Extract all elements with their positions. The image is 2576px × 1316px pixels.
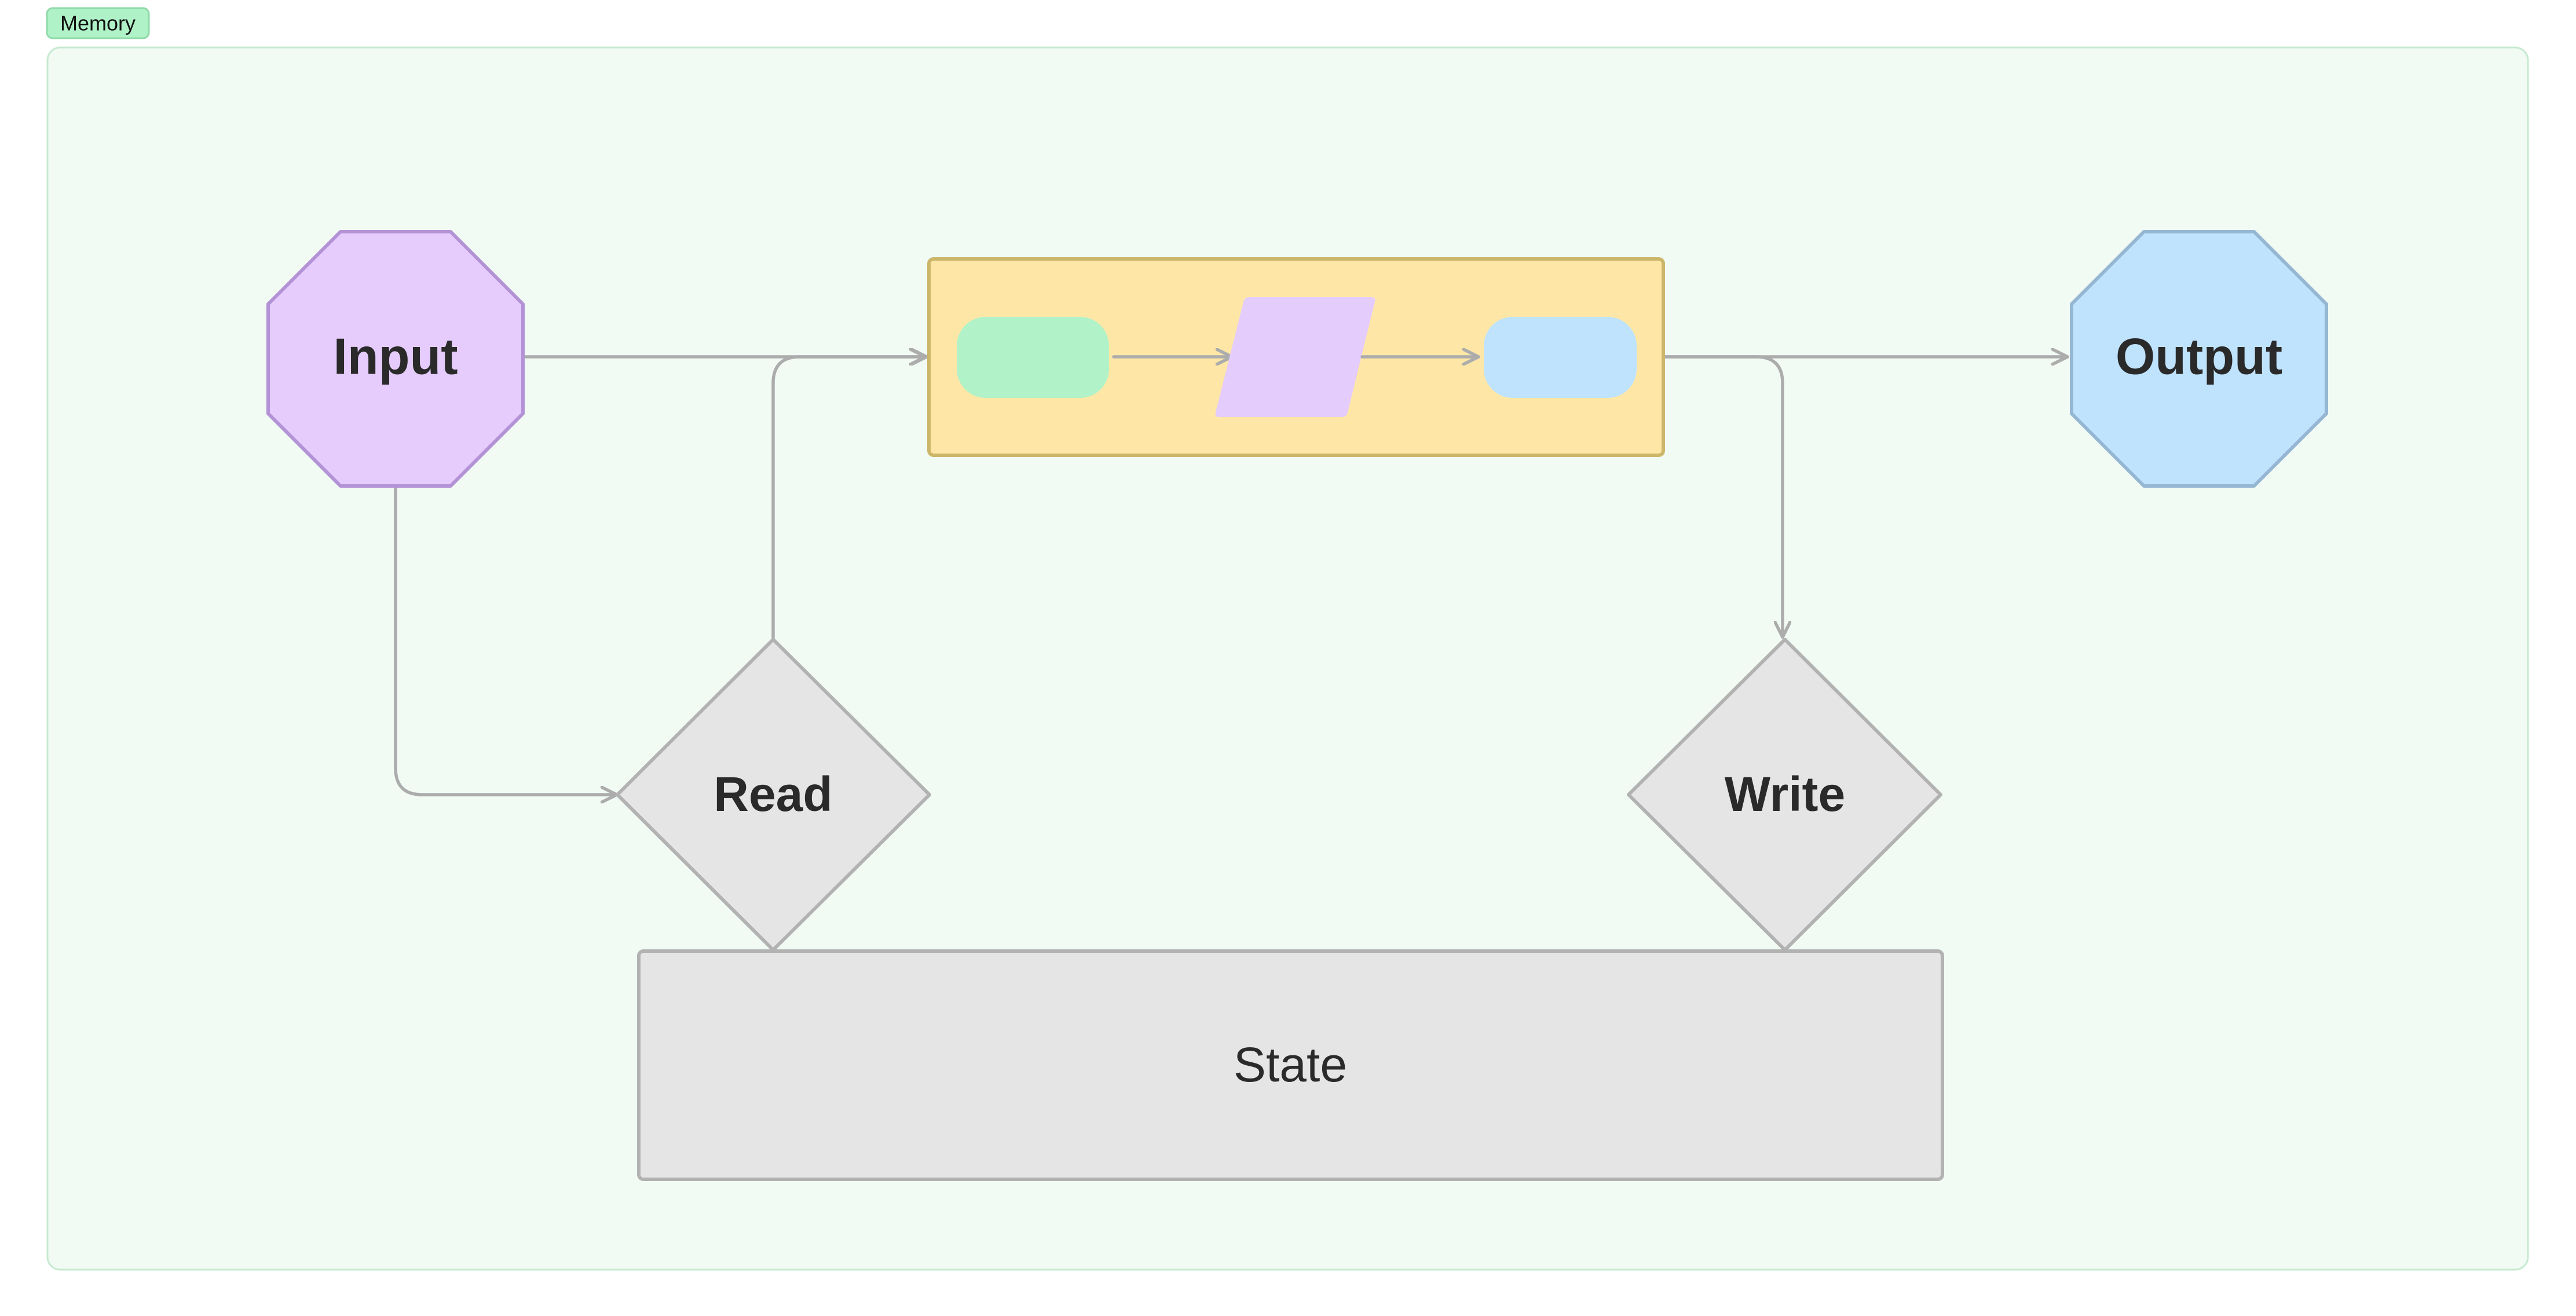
process-step-start[interactable] (957, 317, 1109, 398)
memory-group-tag[interactable]: Memory (46, 7, 150, 39)
edge-read-to-process (771, 357, 927, 640)
output-octagon (2070, 230, 2328, 488)
input-octagon (266, 230, 525, 488)
write-label: Write (1725, 767, 1845, 821)
state-label: State (1234, 1037, 1347, 1092)
process-step-end[interactable] (1484, 317, 1637, 398)
memory-tag-label: Memory (60, 12, 136, 35)
input-node[interactable]: Input (266, 230, 525, 488)
state-box (637, 949, 1944, 1181)
read-node[interactable]: Read (616, 638, 931, 952)
edge-input-to-read (394, 486, 619, 795)
state-node[interactable]: State (637, 949, 1944, 1181)
read-label: Read (713, 767, 832, 821)
input-label: Input (333, 327, 458, 385)
memory-tag-background (46, 7, 150, 39)
edge-process-to-write (1640, 355, 1783, 639)
edges (394, 355, 2069, 795)
process-step-data[interactable] (1215, 297, 1375, 417)
output-label: Output (2116, 327, 2282, 385)
process-node[interactable] (927, 257, 1665, 457)
output-node[interactable]: Output (2070, 230, 2328, 488)
